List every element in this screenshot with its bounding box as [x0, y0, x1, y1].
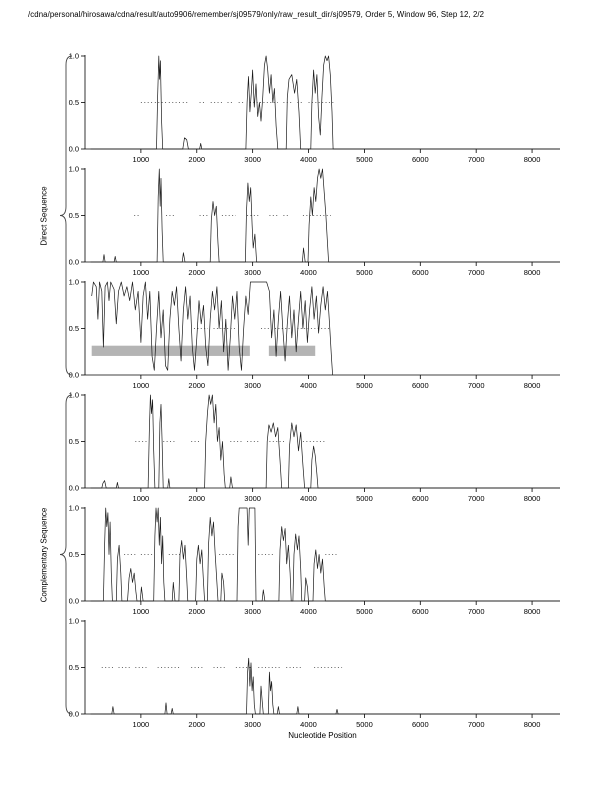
svg-text:8000: 8000 — [524, 494, 541, 503]
svg-text:0.5: 0.5 — [69, 211, 79, 220]
x-axis: 1000 2000 3000 4000 5000 6000 7000 8000 — [85, 374, 560, 390]
x-axis: 1000 2000 3000 4000 5000 6000 7000 8000 — [85, 487, 560, 503]
series-line — [91, 281, 333, 376]
panel-direct-2: 0.0 0.5 1.0 1000 2000 3000 4000 5000 6000 7000 800… — [69, 165, 560, 277]
panel-complementary-2: 0.0 0.5 1.0 1000 2000 3000 4000 5000 6000 7000 800… — [69, 504, 560, 616]
svg-text:7000: 7000 — [468, 607, 485, 616]
svg-text:2000: 2000 — [188, 381, 205, 390]
svg-text:3000: 3000 — [244, 268, 261, 277]
svg-text:7000: 7000 — [468, 268, 485, 277]
svg-text:0.0: 0.0 — [69, 597, 79, 606]
svg-text:3000: 3000 — [244, 381, 261, 390]
svg-text:3000: 3000 — [244, 155, 261, 164]
svg-text:1.0: 1.0 — [69, 52, 79, 61]
svg-text:4000: 4000 — [300, 494, 317, 503]
svg-text:2000: 2000 — [188, 268, 205, 277]
x-axis: 1000 2000 3000 4000 5000 6000 7000 8000 — [85, 261, 560, 277]
svg-text:4000: 4000 — [300, 720, 317, 729]
svg-text:4000: 4000 — [300, 381, 317, 390]
x-axis-label: Nucleotide Position — [288, 731, 357, 740]
svg-text:1000: 1000 — [133, 381, 150, 390]
svg-text:1000: 1000 — [133, 155, 150, 164]
svg-text:0.0: 0.0 — [69, 145, 79, 154]
series-line — [90, 394, 560, 489]
x-axis: 1000 2000 3000 4000 5000 6000 7000 8000 — [85, 713, 560, 729]
svg-text:0.0: 0.0 — [69, 258, 79, 267]
group-label-direct-text: Direct Sequence — [39, 185, 49, 246]
svg-text:1000: 1000 — [133, 607, 150, 616]
svg-text:0.0: 0.0 — [69, 371, 79, 380]
panel-complementary-1: 0.0 0.5 1.0 1000 2000 3000 4000 5000 6000 7000 800… — [69, 391, 560, 503]
y-axis: 0.0 0.5 1.0 — [69, 504, 86, 606]
panel-direct-1: 0.0 0.5 1.0 1000 2000 3000 4000 5000 6000 7000 800… — [69, 52, 560, 164]
svg-text:1.0: 1.0 — [69, 617, 79, 626]
svg-text:6000: 6000 — [412, 155, 429, 164]
group-label-complementary-text: Complementary Sequence — [39, 507, 49, 602]
svg-text:6000: 6000 — [412, 494, 429, 503]
y-axis: 0.0 0.5 1.0 — [69, 165, 86, 267]
svg-text:4000: 4000 — [300, 607, 317, 616]
svg-text:3000: 3000 — [244, 720, 261, 729]
series-line — [90, 168, 560, 263]
svg-text:5000: 5000 — [356, 720, 373, 729]
svg-text:1000: 1000 — [133, 720, 150, 729]
y-axis: 0.0 0.5 1.0 — [69, 391, 86, 493]
svg-text:8000: 8000 — [524, 381, 541, 390]
panel-direct-3: 0.0 0.5 1.0 1000 2000 3000 4000 5000 6000 7000 800… — [69, 278, 560, 390]
svg-text:3000: 3000 — [244, 494, 261, 503]
series-line — [90, 507, 560, 602]
svg-text:7000: 7000 — [468, 155, 485, 164]
svg-text:7000: 7000 — [468, 381, 485, 390]
y-axis: 0.0 0.5 1.0 — [69, 617, 86, 719]
x-axis: 1000 2000 3000 4000 5000 6000 7000 8000 — [85, 600, 560, 616]
svg-text:7000: 7000 — [468, 720, 485, 729]
svg-text:5000: 5000 — [356, 268, 373, 277]
figure-title: /cdna/personal/hirosawa/cdna/result/auto… — [28, 10, 485, 19]
svg-text:1.0: 1.0 — [69, 504, 79, 513]
svg-text:1.0: 1.0 — [69, 278, 79, 287]
series-line — [90, 657, 560, 715]
svg-text:5000: 5000 — [356, 155, 373, 164]
svg-text:0.5: 0.5 — [69, 663, 79, 672]
svg-text:2000: 2000 — [188, 494, 205, 503]
svg-text:4000: 4000 — [300, 268, 317, 277]
similarity-bars — [91, 345, 316, 356]
svg-text:6000: 6000 — [412, 607, 429, 616]
svg-text:0.5: 0.5 — [69, 98, 79, 107]
svg-text:0.0: 0.0 — [69, 710, 79, 719]
svg-text:6000: 6000 — [412, 268, 429, 277]
svg-text:8000: 8000 — [524, 268, 541, 277]
svg-text:3000: 3000 — [244, 607, 261, 616]
svg-text:6000: 6000 — [412, 720, 429, 729]
panel-complementary-3: 0.0 0.5 1.0 1000 2000 3000 4000 5000 6000 7000 800… — [69, 617, 560, 729]
svg-text:2000: 2000 — [188, 720, 205, 729]
svg-text:4000: 4000 — [300, 155, 317, 164]
svg-text:0.5: 0.5 — [69, 324, 79, 333]
svg-text:5000: 5000 — [356, 494, 373, 503]
svg-text:0.5: 0.5 — [69, 437, 79, 446]
svg-text:2000: 2000 — [188, 607, 205, 616]
svg-text:8000: 8000 — [524, 155, 541, 164]
svg-text:0.5: 0.5 — [69, 550, 79, 559]
svg-text:1000: 1000 — [133, 268, 150, 277]
svg-text:1.0: 1.0 — [69, 391, 79, 400]
panels-container: 0.0 0.5 1.0 1000 2000 3000 4000 5000 6000 7000 800… — [0, 52, 612, 730]
svg-text:6000: 6000 — [412, 381, 429, 390]
svg-text:0.0: 0.0 — [69, 484, 79, 493]
svg-text:1000: 1000 — [133, 494, 150, 503]
svg-text:7000: 7000 — [468, 494, 485, 503]
svg-text:8000: 8000 — [524, 720, 541, 729]
y-axis: 0.0 0.5 1.0 — [69, 52, 86, 154]
svg-text:2000: 2000 — [188, 155, 205, 164]
x-axis: 1000 2000 3000 4000 5000 6000 7000 8000 — [85, 148, 560, 164]
svg-text:5000: 5000 — [356, 381, 373, 390]
series-line — [90, 55, 560, 150]
svg-text:5000: 5000 — [356, 607, 373, 616]
svg-text:1.0: 1.0 — [69, 165, 79, 174]
svg-text:8000: 8000 — [524, 607, 541, 616]
y-axis: 0.0 0.5 1.0 — [69, 278, 86, 380]
